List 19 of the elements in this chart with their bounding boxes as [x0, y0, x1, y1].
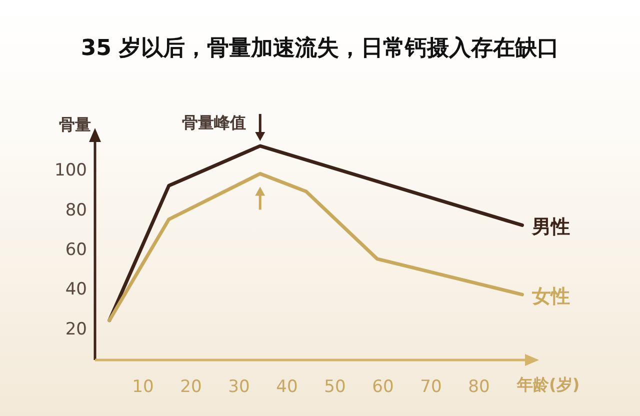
- y-tick-label: 60: [65, 240, 87, 260]
- title: 35 岁以后，骨量加速流失，日常钙摄入存在缺口: [80, 36, 560, 61]
- x-tick-label: 20: [180, 377, 202, 397]
- y-tick-label: 80: [65, 200, 87, 220]
- x-tick-label: 70: [420, 377, 442, 397]
- y-tick-label: 40: [65, 280, 87, 300]
- annotation: 骨量峰值: [182, 112, 246, 132]
- y-axis-title: 骨量: [59, 115, 91, 134]
- y-tick-label: 20: [65, 319, 87, 340]
- x-tick-label: 80: [468, 377, 490, 397]
- series-label: 男性: [531, 216, 570, 238]
- x-tick-label: 10: [132, 377, 154, 397]
- series-label: 女性: [531, 286, 570, 308]
- x-axis-title: 年龄(岁): [516, 375, 580, 394]
- x-tick-label: 50: [324, 377, 346, 397]
- x-tick-label: 40: [276, 377, 298, 397]
- x-tick-label: 60: [372, 377, 394, 397]
- x-tick-label: 30: [228, 377, 250, 397]
- y-tick-label: 100: [54, 160, 87, 181]
